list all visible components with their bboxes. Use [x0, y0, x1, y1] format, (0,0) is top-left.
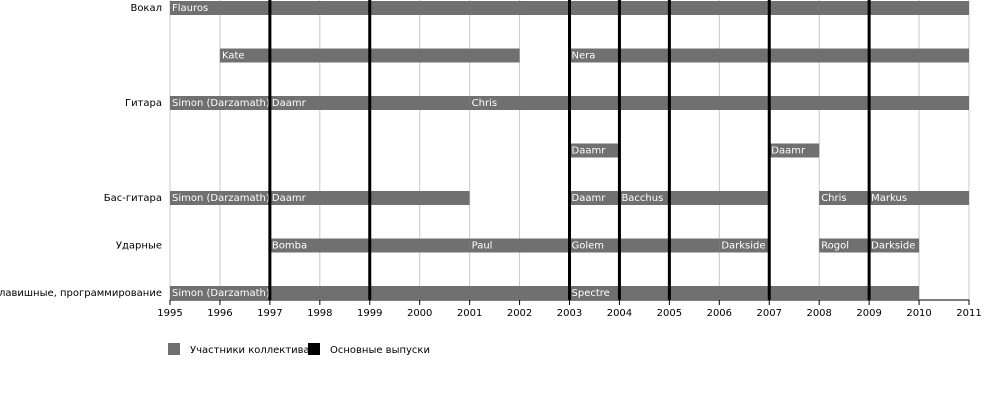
x-tick-label: 1995 [157, 308, 182, 319]
x-tick-label: 2009 [856, 308, 881, 319]
x-tick-label: 1997 [257, 308, 282, 319]
x-tick-label: 2006 [707, 308, 732, 319]
row-label: Гитара [125, 98, 162, 109]
member-bar [869, 238, 920, 253]
bar-label: Rogol [821, 241, 849, 252]
bar-label: Darkside [721, 241, 765, 252]
member-bar [569, 286, 920, 300]
member-bar [819, 191, 870, 205]
bar-label: Chris [472, 98, 497, 109]
x-tick-label: 1999 [357, 308, 382, 319]
bar-label: Daamr [272, 193, 307, 204]
member-bar [569, 143, 620, 158]
bar-label: Simon (Darzamath) [172, 288, 270, 299]
member-bar [869, 191, 969, 205]
member-bar [170, 96, 270, 110]
x-tick-label: 2007 [757, 308, 782, 319]
bar-label: Spectre [572, 288, 610, 299]
bar-label: Daamr [572, 146, 607, 157]
legend-label: Участники коллектива [190, 345, 310, 356]
row-label: Вокал [130, 3, 162, 14]
bar-label: Flauros [172, 3, 208, 14]
x-tick-label: 1998 [307, 308, 332, 319]
bar-label: Chris [821, 193, 846, 204]
x-tick-label: 2008 [806, 308, 831, 319]
member-bar [569, 238, 720, 253]
x-tick-label: 2001 [457, 308, 482, 319]
member-bar [569, 191, 620, 205]
bar-label: Daamr [771, 146, 806, 157]
bar-label: Kate [222, 51, 245, 62]
bar-label: Bacchus [621, 193, 663, 204]
legend-swatch [168, 343, 180, 355]
x-tick-label: 2003 [557, 308, 582, 319]
x-tick-label: 2004 [607, 308, 632, 319]
bar-label: Simon (Darzamath) [172, 193, 270, 204]
legend-label: Основные выпуски [330, 345, 430, 356]
bar-label: Markus [871, 193, 907, 204]
x-tick-label: 1996 [207, 308, 232, 319]
bar-label: Daamr [572, 193, 607, 204]
bar-label: Darkside [871, 241, 915, 252]
bar-label: Nera [572, 51, 596, 62]
legend-swatch [308, 343, 320, 355]
member-bar [769, 143, 820, 158]
bar-label: Bomba [272, 241, 307, 252]
bar-label: Simon (Darzamath) [172, 98, 270, 109]
bar-label: Daamr [272, 98, 307, 109]
x-tick-label: 2000 [407, 308, 432, 319]
row-label: Ударные [116, 241, 162, 252]
member-bar [469, 96, 969, 110]
member-bar [719, 238, 770, 253]
member-bar [619, 191, 770, 205]
member-bar [469, 238, 570, 253]
bar-label: Golem [572, 241, 605, 252]
row-label: Бас-гитара [104, 193, 162, 204]
member-bar [170, 191, 270, 205]
bar-label: Paul [472, 241, 493, 252]
x-tick-label: 2002 [507, 308, 532, 319]
x-tick-label: 2011 [956, 308, 981, 319]
x-tick-label: 2010 [906, 308, 931, 319]
member-bar [819, 238, 870, 253]
row-label: Клавишные, программирование [0, 288, 162, 299]
x-tick-label: 2005 [657, 308, 682, 319]
